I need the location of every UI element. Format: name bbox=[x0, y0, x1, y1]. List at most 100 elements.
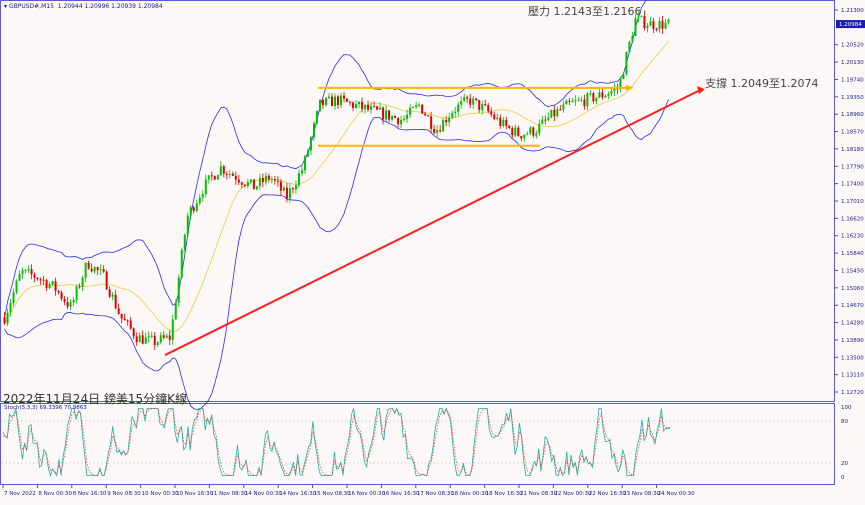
price-tick-label: 1.20520 bbox=[841, 43, 864, 49]
drawn-lines[interactable] bbox=[164, 84, 705, 356]
candle-body bbox=[117, 308, 120, 314]
candle-body bbox=[27, 269, 30, 271]
candle-body bbox=[129, 320, 132, 329]
candle-body bbox=[90, 268, 93, 272]
candle-body bbox=[168, 335, 171, 340]
candle-body bbox=[36, 277, 39, 280]
price-tick-label: 1.17400 bbox=[841, 182, 864, 188]
candle-body bbox=[18, 273, 21, 281]
stoch-tick-label: 80 bbox=[841, 419, 848, 425]
candle-body bbox=[505, 119, 508, 126]
candle-body bbox=[39, 279, 42, 281]
time-tick-label: 16 Nov 00:30 bbox=[348, 491, 386, 497]
candle-body bbox=[439, 130, 442, 132]
candle-body bbox=[397, 117, 400, 125]
candle-body bbox=[469, 98, 472, 105]
candle-body bbox=[180, 250, 183, 278]
price-tick-label: 1.13500 bbox=[841, 355, 864, 361]
candle-body bbox=[538, 123, 541, 134]
candle-body bbox=[571, 101, 574, 103]
support-trend-line[interactable] bbox=[164, 89, 701, 356]
candle-body bbox=[544, 119, 547, 121]
candle-body bbox=[442, 119, 445, 132]
collapse-triangle-icon[interactable]: ▾ bbox=[4, 3, 8, 10]
candle-body bbox=[330, 96, 333, 107]
candle-body bbox=[210, 175, 213, 177]
candle-body bbox=[646, 25, 649, 29]
time-tick-label: 15 Nov 08:30 bbox=[314, 491, 352, 497]
candle-body bbox=[114, 294, 117, 309]
candle-body bbox=[48, 284, 51, 289]
candle-body bbox=[421, 104, 424, 114]
candle-body bbox=[333, 96, 336, 107]
candle-body bbox=[324, 98, 327, 106]
candle-body bbox=[511, 127, 514, 136]
price-tick-label: 1.13110 bbox=[841, 373, 864, 379]
candle-body bbox=[406, 114, 409, 119]
candle-body bbox=[436, 130, 439, 133]
candle-body bbox=[478, 100, 481, 110]
candle-body bbox=[598, 92, 601, 98]
price-tick-label: 1.18180 bbox=[841, 147, 864, 153]
candle-body bbox=[165, 335, 168, 338]
time-tick-label: 16 Nov 16:30 bbox=[382, 491, 420, 497]
time-tick-label: 14 Nov 00:30 bbox=[245, 491, 283, 497]
candle-body bbox=[337, 96, 340, 106]
candle-body bbox=[466, 97, 469, 99]
symbol-label: GBPUSD#,M15 bbox=[8, 3, 54, 10]
candle-body bbox=[382, 107, 385, 120]
candle-body bbox=[315, 111, 318, 124]
time-tick-label: 18 Nov 00:30 bbox=[451, 491, 489, 497]
candle-body bbox=[499, 117, 502, 126]
candle-body bbox=[523, 134, 526, 139]
candle-body bbox=[93, 267, 96, 272]
candle-body bbox=[652, 21, 655, 30]
candle-body bbox=[159, 335, 162, 343]
candle-body bbox=[493, 114, 496, 120]
time-tick-label: 11 Nov 08:30 bbox=[210, 491, 248, 497]
candle-body bbox=[111, 294, 114, 297]
candle-body bbox=[216, 175, 219, 180]
candle-body bbox=[601, 92, 604, 98]
candle-body bbox=[120, 313, 123, 319]
time-tick-label: 14 Nov 16:30 bbox=[279, 491, 317, 497]
candle-body bbox=[514, 127, 517, 136]
candle-body bbox=[75, 286, 78, 300]
candle-body bbox=[321, 99, 324, 106]
candle-body bbox=[355, 104, 358, 108]
symbol-header: ▾ GBPUSD#,M15 1.20944 1.20996 1.20939 1.… bbox=[4, 3, 163, 10]
candle-body bbox=[291, 188, 294, 190]
candle-body bbox=[144, 337, 147, 344]
candle-body bbox=[12, 292, 15, 304]
candle-body bbox=[592, 93, 595, 102]
time-axis[interactable]: 7 Nov 2022 8 Nov 00:30 8 Nov 16:30 9 Nov 08… bbox=[2, 485, 695, 497]
chart-title: 2022年11月24日 鎊美15分鐘K線 bbox=[3, 392, 188, 406]
stoch-tick-label: 20 bbox=[841, 461, 848, 467]
candle-body bbox=[481, 104, 484, 110]
price-tick-label: 1.20130 bbox=[841, 60, 864, 66]
candle-body bbox=[282, 187, 285, 191]
time-tick-label: 18 Nov 16:30 bbox=[486, 491, 524, 497]
candle-body bbox=[270, 179, 273, 181]
candle-body bbox=[96, 267, 99, 271]
candle-body bbox=[153, 335, 156, 346]
time-tick-label: 10 Nov 16:30 bbox=[176, 491, 214, 497]
candle-body bbox=[312, 123, 315, 138]
bollinger-bands bbox=[4, 0, 669, 410]
candle-body bbox=[640, 15, 643, 17]
price-tick-label: 1.19350 bbox=[841, 95, 864, 101]
price-tick-label: 1.15450 bbox=[841, 268, 864, 274]
candle-body bbox=[445, 119, 448, 123]
candle-body bbox=[424, 113, 427, 116]
candle-body bbox=[54, 281, 57, 291]
price-axis[interactable]: 1.21300 1.20520 1.20130 1.19740 1.19350 1.189… bbox=[835, 8, 865, 396]
candle-body bbox=[586, 93, 589, 107]
candle-body bbox=[171, 319, 174, 340]
candle-body bbox=[565, 100, 568, 105]
candle-body bbox=[63, 298, 66, 302]
candle-body bbox=[364, 104, 367, 109]
candle-body bbox=[433, 128, 436, 133]
price-tick-label: 1.14670 bbox=[841, 303, 864, 309]
